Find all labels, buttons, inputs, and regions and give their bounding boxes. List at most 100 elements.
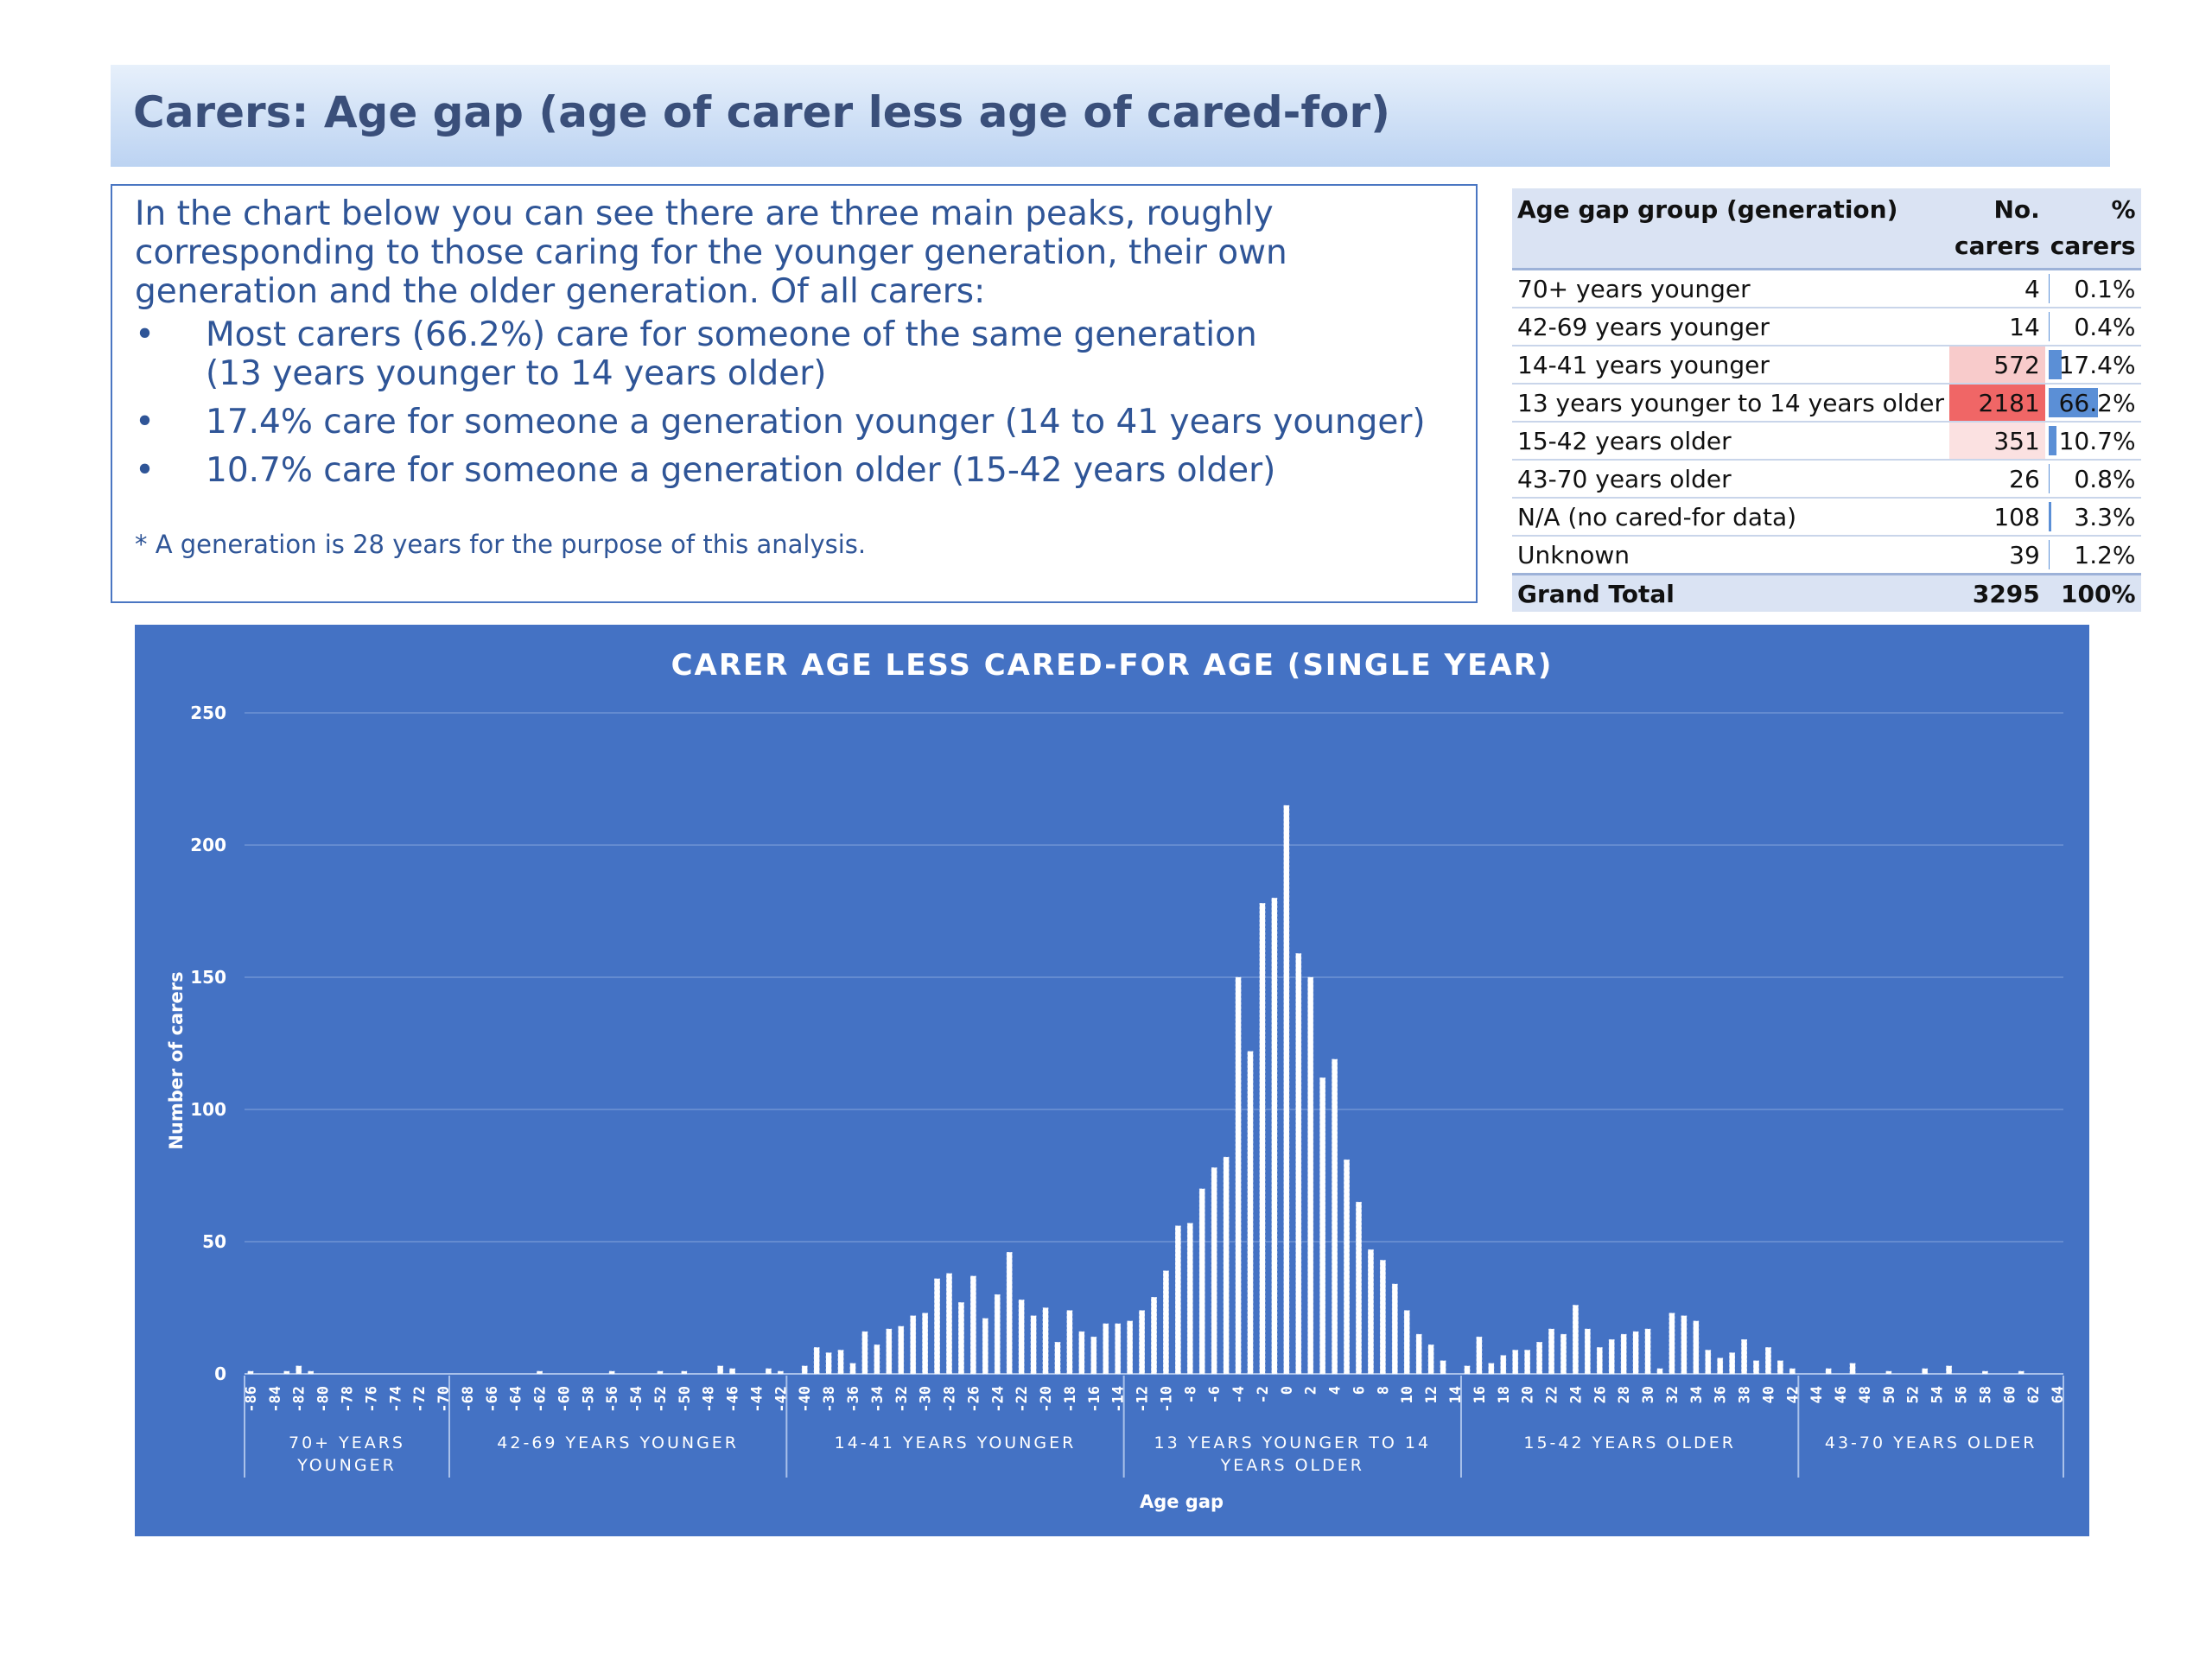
x-tick-label: -32	[893, 1386, 911, 1413]
data-bar	[1198, 1188, 1205, 1375]
summary-box: In the chart below you can see there are…	[111, 184, 1478, 603]
x-tick-label: -76	[363, 1386, 380, 1413]
data-bar	[1488, 1363, 1495, 1375]
data-bar	[766, 1368, 772, 1375]
data-bar	[247, 1370, 254, 1375]
row-group-label: 13 years younger to 14 years older	[1512, 384, 1950, 423]
data-bar	[946, 1273, 952, 1375]
table-row: 43-70 years older 26 0.8%	[1512, 460, 2141, 499]
row-count: 26	[1949, 460, 2045, 499]
data-bar	[922, 1313, 929, 1375]
column-header-pct-line1: %	[2111, 195, 2136, 224]
column-header-group: Age gap group (generation)	[1512, 188, 1950, 270]
data-bar	[1271, 897, 1278, 1375]
bullet-marker: •	[135, 315, 156, 354]
column-header-count-line2: carers	[1955, 232, 2040, 260]
x-group-label: 43-70 YEARS OLDER	[1825, 1433, 2037, 1452]
data-bar	[958, 1302, 964, 1375]
pct-databar	[2048, 502, 2051, 531]
data-bar	[1669, 1313, 1675, 1375]
row-group-label: 15-42 years older	[1512, 422, 1950, 461]
x-tick-label: 36	[1713, 1386, 1730, 1403]
x-tick-label: -10	[1158, 1386, 1175, 1413]
data-bar	[1006, 1251, 1013, 1375]
data-bar	[1476, 1336, 1483, 1375]
pct-text: 1.2%	[2074, 540, 2136, 569]
x-tick-label: -60	[556, 1386, 573, 1413]
data-bar	[1163, 1270, 1169, 1375]
table-row: 15-42 years older 351 10.7%	[1512, 422, 2141, 461]
data-bar	[1729, 1352, 1736, 1375]
x-tick-label: 44	[1808, 1386, 1826, 1403]
x-group-label: YOUNGER	[296, 1456, 397, 1475]
x-tick-label: -34	[869, 1386, 887, 1413]
x-tick-label: -6	[1206, 1386, 1224, 1403]
x-tick-label: 26	[1592, 1386, 1609, 1403]
x-group-label: 13 YEARS YOUNGER TO 14	[1154, 1433, 1432, 1452]
x-tick-label: -50	[677, 1386, 694, 1413]
data-bar	[1223, 1156, 1230, 1375]
pct-text: 66.2%	[2058, 388, 2136, 417]
row-pct: 17.4%	[2044, 346, 2141, 385]
data-bar	[1018, 1300, 1025, 1375]
data-bar	[861, 1331, 868, 1375]
data-bar	[1307, 976, 1314, 1375]
data-bar	[1259, 903, 1266, 1375]
data-bar	[1283, 804, 1290, 1375]
data-bar	[1536, 1342, 1542, 1375]
data-bar	[1885, 1370, 1892, 1375]
data-bar	[296, 1365, 302, 1375]
pct-databar	[2048, 464, 2050, 493]
bullet-text: 17.4% care for someone a generation youn…	[206, 403, 1426, 442]
data-bar	[1368, 1249, 1374, 1375]
x-tick-label: 14	[1447, 1386, 1465, 1403]
column-header-pct: % carers	[2044, 188, 2141, 270]
data-bar	[825, 1352, 832, 1375]
total-label: Grand Total	[1512, 573, 1950, 612]
x-tick-label: 24	[1567, 1386, 1585, 1403]
x-tick-label: 52	[1905, 1386, 1923, 1403]
x-tick-label: -28	[942, 1386, 959, 1413]
x-tick-label: 12	[1423, 1386, 1440, 1403]
data-bar	[994, 1294, 1001, 1375]
pct-text: 0.8%	[2074, 464, 2136, 493]
x-tick-label: -52	[652, 1386, 670, 1413]
pct-databar	[2048, 426, 2056, 455]
footnote: * A generation is 28 years for the purpo…	[135, 530, 867, 559]
data-bar	[1982, 1370, 1988, 1375]
data-bar	[537, 1370, 543, 1375]
table-header-row: Age gap group (generation) No. carers % …	[1512, 188, 2141, 270]
data-bar	[1078, 1331, 1085, 1375]
row-pct: 0.8%	[2044, 460, 2141, 499]
data-bar	[1332, 1058, 1338, 1375]
x-tick-label: 50	[1881, 1386, 1898, 1403]
data-bar	[801, 1365, 808, 1375]
column-header-count: No. carers	[1949, 188, 2045, 270]
x-tick-label: -2	[1255, 1386, 1272, 1403]
row-count: 4	[1949, 269, 2045, 308]
x-tick-label: -12	[1135, 1386, 1152, 1413]
data-bar	[1500, 1355, 1507, 1375]
data-bar	[1693, 1320, 1700, 1375]
row-count: 108	[1949, 498, 2045, 537]
x-tick-label: 48	[1857, 1386, 1874, 1403]
x-tick-label: 32	[1664, 1386, 1681, 1403]
data-bar	[308, 1370, 315, 1375]
pct-text: 17.4%	[2058, 350, 2136, 379]
x-tick-label: 16	[1471, 1386, 1489, 1403]
table-row: 42-69 years younger 14 0.4%	[1512, 308, 2141, 346]
row-group-label: 14-41 years younger	[1512, 346, 1950, 385]
x-tick-label: -42	[772, 1386, 790, 1413]
bullet-item: • Most carers (66.2%) care for someone o…	[135, 315, 1465, 393]
data-bar	[1403, 1310, 1410, 1375]
data-bar	[729, 1368, 735, 1375]
row-group-label: 43-70 years older	[1512, 460, 1950, 499]
total-pct: 100%	[2044, 573, 2141, 612]
x-tick-label: -80	[315, 1386, 333, 1413]
slide-title: Carers: Age gap (age of carer less age o…	[133, 87, 1391, 137]
data-bar	[1415, 1333, 1422, 1375]
data-bar	[1644, 1328, 1651, 1375]
x-tick-label: -18	[1062, 1386, 1079, 1413]
x-tick-label: 30	[1640, 1386, 1657, 1403]
x-group-label: 15-42 YEARS OLDER	[1523, 1433, 1736, 1452]
